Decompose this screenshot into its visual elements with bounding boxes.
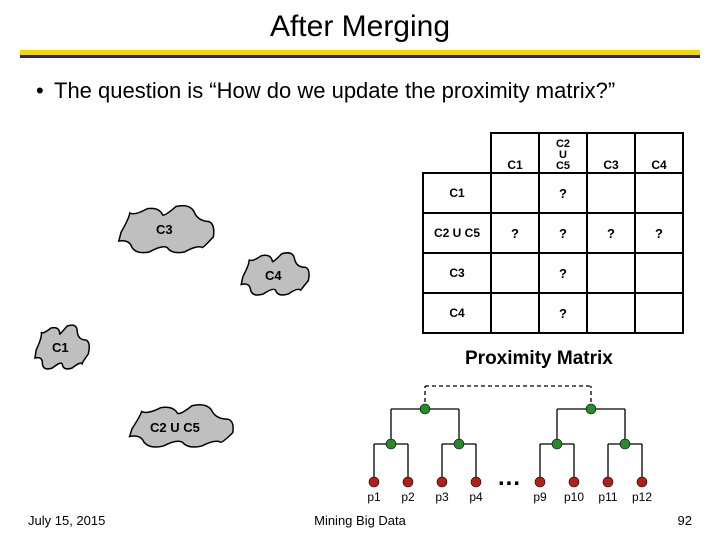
title-rule — [20, 50, 700, 60]
dendro-leaf-label: p9 — [533, 490, 546, 504]
matrix-col-h3: C4 — [635, 133, 683, 173]
cluster-label: C4 — [265, 268, 282, 283]
matrix-cell: ? — [539, 253, 587, 293]
dendro-leaf-label: p3 — [435, 490, 448, 504]
cluster-label: C2 U C5 — [150, 420, 200, 435]
dendro-leaf-label: p10 — [564, 490, 584, 504]
cluster-label: C1 — [52, 340, 69, 355]
matrix-corner — [423, 133, 491, 173]
matrix-cell: ? — [491, 213, 539, 253]
matrix-cell: ? — [635, 213, 683, 253]
matrix-cell — [491, 253, 539, 293]
matrix-cell: ? — [587, 213, 635, 253]
matrix-cell: ? — [539, 213, 587, 253]
dendro-leaf-label: p2 — [401, 490, 414, 504]
matrix-row-h0: C1 — [423, 173, 491, 213]
matrix-cell — [635, 253, 683, 293]
dendro-ellipsis: ... — [498, 464, 521, 492]
footer-page: 92 — [678, 513, 692, 528]
matrix-col-h0: C1 — [491, 133, 539, 173]
matrix-cell: ? — [539, 293, 587, 333]
cluster-label: C3 — [156, 222, 173, 237]
matrix-cell — [635, 173, 683, 213]
matrix-row-h2: C3 — [423, 253, 491, 293]
matrix-cell: ? — [539, 173, 587, 213]
dendro-leaf-label: p4 — [469, 490, 482, 504]
matrix-cell — [587, 173, 635, 213]
matrix-caption: Proximity Matrix — [465, 348, 613, 370]
matrix-row-h3: C4 — [423, 293, 491, 333]
matrix-col-h2: C3 — [587, 133, 635, 173]
matrix-cell — [587, 253, 635, 293]
cluster-c1: C1 — [30, 320, 92, 370]
dendro-leaf-label: p12 — [632, 490, 652, 504]
footer-title: Mining Big Data — [0, 513, 720, 528]
dendro-leaf-label: p11 — [598, 490, 617, 504]
slide-title: After Merging — [0, 0, 720, 44]
cluster-c4: C4 — [235, 248, 313, 296]
dendrogram: p1 p2 p3 p4 p9 p10 p11 p12... — [356, 374, 696, 514]
proximity-matrix: C1 C2UC5 C3 C4 C1 ? C2 U C5 ? ? ? ? C3 ?… — [422, 132, 684, 334]
matrix-cell — [491, 293, 539, 333]
matrix-cell — [587, 293, 635, 333]
dendro-leaf-label: p1 — [367, 490, 380, 504]
matrix-row-h1: C2 U C5 — [423, 213, 491, 253]
bullet-text: •The question is “How do we update the p… — [36, 78, 690, 104]
cluster-c3: C3 — [110, 200, 220, 254]
cluster-c2uc5: C2 U C5 — [120, 400, 240, 448]
matrix-col-h1: C2UC5 — [539, 133, 587, 173]
matrix-cell — [635, 293, 683, 333]
matrix-cell — [491, 173, 539, 213]
bullet-content: The question is “How do we update the pr… — [54, 78, 615, 103]
